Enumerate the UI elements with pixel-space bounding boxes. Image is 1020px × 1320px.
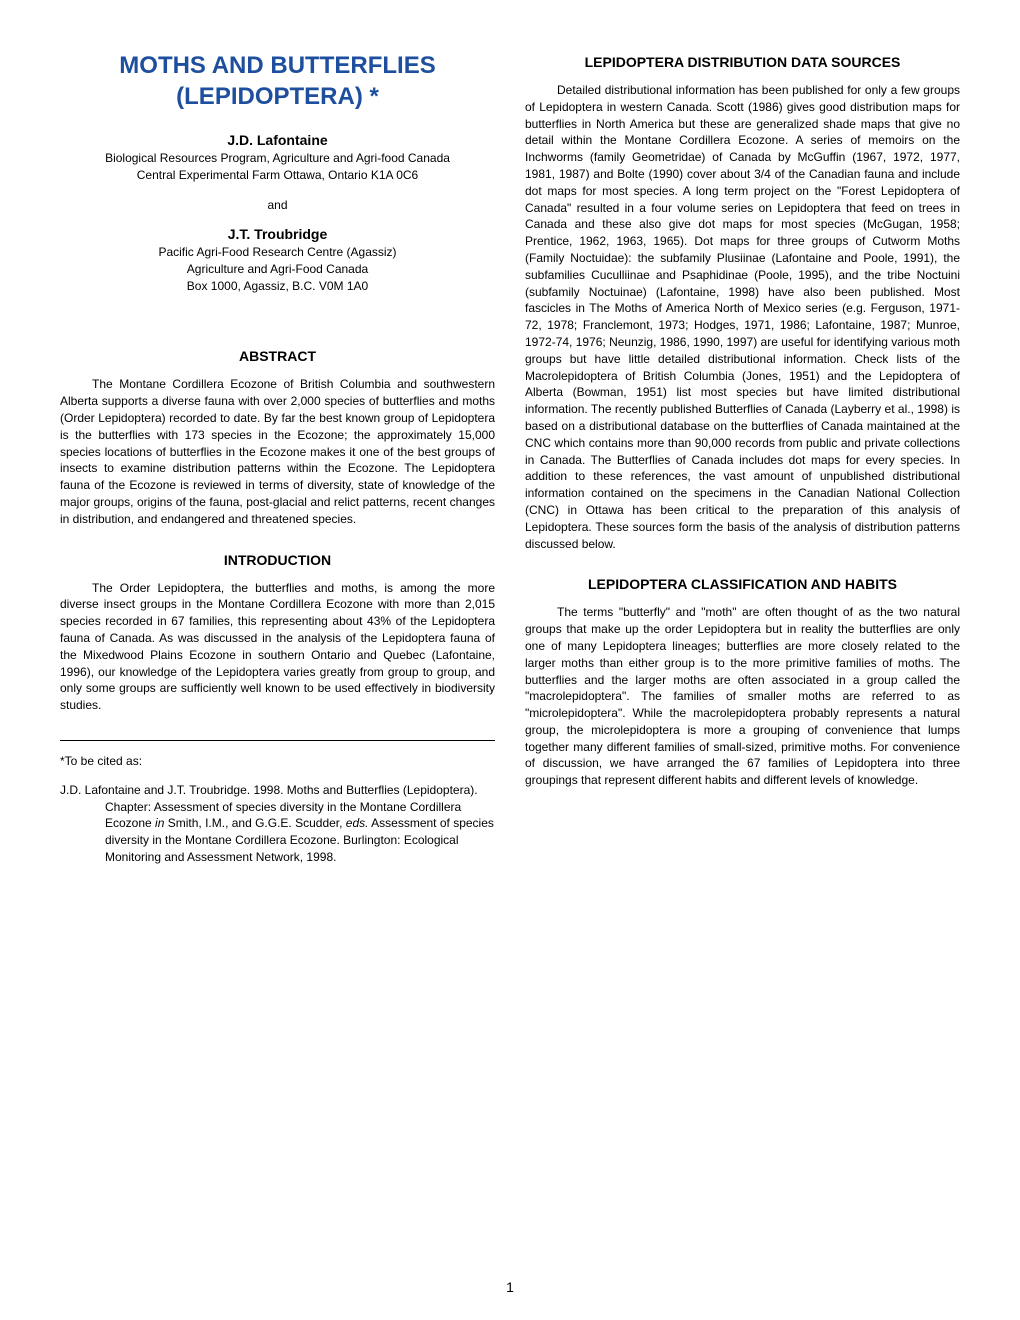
- classification-para1: The terms "butterfly" and "moth" are oft…: [525, 604, 960, 789]
- author2-name: J.T. Troubridge: [60, 226, 495, 242]
- citation-in: in: [155, 816, 164, 830]
- introduction-para1: The Order Lepidoptera, the butterflies a…: [60, 580, 495, 714]
- footnote-cited-as: *To be cited as:: [60, 753, 495, 770]
- distribution-para1: Detailed distributional information has …: [525, 82, 960, 552]
- main-title: MOTHS AND BUTTERFLIES (LEPIDOPTERA) *: [60, 50, 495, 112]
- footnote-divider: [60, 740, 495, 741]
- introduction-heading: INTRODUCTION: [60, 552, 495, 568]
- right-column: LEPIDOPTERA DISTRIBUTION DATA SOURCES De…: [525, 50, 960, 866]
- citation-mid: Smith, I.M., and G.G.E. Scudder,: [164, 816, 345, 830]
- distribution-heading: LEPIDOPTERA DISTRIBUTION DATA SOURCES: [525, 54, 960, 70]
- author1-affil-1: Biological Resources Program, Agricultur…: [60, 150, 495, 167]
- classification-heading: LEPIDOPTERA CLASSIFICATION AND HABITS: [525, 576, 960, 592]
- author2-affil-3: Box 1000, Agassiz, B.C. V0M 1A0: [60, 278, 495, 295]
- left-column: MOTHS AND BUTTERFLIES (LEPIDOPTERA) * J.…: [60, 50, 495, 866]
- author2-affil-1: Pacific Agri-Food Research Centre (Agass…: [60, 244, 495, 261]
- page-number: 1: [506, 1279, 514, 1295]
- citation-eds: eds.: [346, 816, 369, 830]
- author1-affil-2: Central Experimental Farm Ottawa, Ontari…: [60, 167, 495, 184]
- and-separator: and: [60, 198, 495, 212]
- author2-affil-2: Agriculture and Agri-Food Canada: [60, 261, 495, 278]
- abstract-heading: ABSTRACT: [60, 348, 495, 364]
- author1-name: J.D. Lafontaine: [60, 132, 495, 148]
- citation-text: J.D. Lafontaine and J.T. Troubridge. 199…: [60, 782, 495, 866]
- page-columns: MOTHS AND BUTTERFLIES (LEPIDOPTERA) * J.…: [60, 50, 960, 866]
- abstract-para1: The Montane Cordillera Ecozone of Britis…: [60, 376, 495, 527]
